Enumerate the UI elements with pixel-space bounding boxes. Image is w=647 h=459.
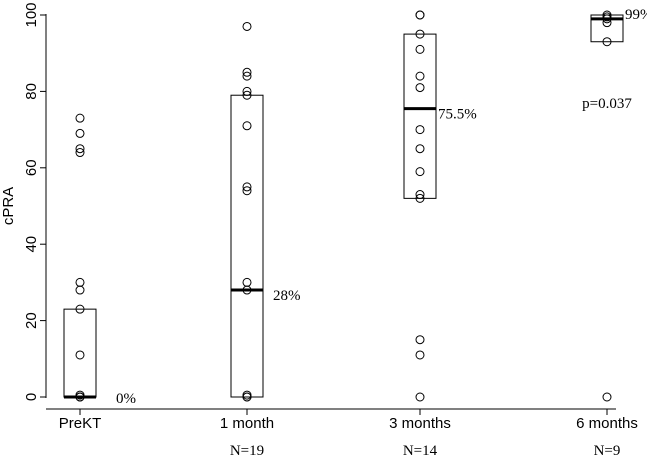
y-tick-label-40: 40 (23, 236, 40, 253)
median-label-prekt: 0% (116, 391, 136, 407)
y-tick-label-80: 80 (23, 83, 40, 100)
data-point-3-months-3 (415, 44, 425, 54)
data-point-3-months-1 (415, 10, 425, 20)
data-point-prekt-5 (75, 285, 85, 295)
y-tick-label-20: 20 (23, 312, 40, 329)
data-point-3-months-12 (415, 350, 425, 360)
data-point-prekt-4 (75, 277, 85, 287)
box-3-months (403, 33, 437, 199)
annotations: p=0.037 (582, 96, 632, 112)
data-point-3-months-6 (415, 125, 425, 135)
data-point-1-month-6 (242, 182, 252, 192)
n-label-6-months: N=9 (594, 443, 621, 459)
data-point-1-month-9 (242, 285, 252, 295)
box-1-month (230, 94, 264, 398)
data-point-6-months-4 (602, 37, 612, 47)
data-point-1-month-8 (242, 277, 252, 287)
median-label-6-months: 99% (625, 7, 647, 23)
data-point-1-month-5 (242, 121, 252, 131)
data-point-prekt-7 (75, 350, 85, 360)
x-tick-label-6-months: 6 months (576, 415, 638, 432)
data-point-1-month-4 (242, 90, 252, 100)
groups: 0% 28% 75.5% 99% (63, 7, 647, 407)
y-ticks: 0 20 40 60 80 100 (23, 2, 46, 401)
data-point-prekt-1 (75, 128, 85, 138)
data-point-6-months-5 (602, 392, 612, 402)
y-tick-label-0: 0 (23, 393, 40, 401)
data-point-3-months-4 (415, 71, 425, 81)
data-point-prekt-6 (75, 304, 85, 314)
x-tick-label-prekt: PreKT (59, 415, 102, 432)
data-point-1-month-2 (242, 71, 252, 81)
y-axis-label: cPRA (0, 187, 17, 225)
data-point-6-months-3 (602, 18, 612, 28)
data-point-3-months-7 (415, 144, 425, 154)
data-point-3-months-2 (415, 29, 425, 39)
data-point-1-month-1 (242, 67, 252, 77)
y-tick-label-100: 100 (23, 2, 40, 27)
data-point-3-months-9 (415, 190, 425, 200)
data-point-prekt-0 (75, 113, 85, 123)
group-3-months: 75.5% (403, 10, 477, 402)
data-point-1-month-10 (242, 390, 252, 400)
data-point-1-month-3 (242, 86, 252, 96)
group-6-months: 99% (590, 7, 647, 402)
data-point-3-months-5 (415, 83, 425, 93)
x-tick-label-3-months: 3 months (389, 415, 451, 432)
data-point-1-month-0 (242, 21, 252, 31)
group-prekt: 0% (63, 113, 136, 407)
data-point-3-months-8 (415, 167, 425, 177)
data-point-3-months-10 (415, 193, 425, 203)
data-point-prekt-3 (75, 148, 85, 158)
y-tick-label-60: 60 (23, 159, 40, 176)
data-point-6-months-2 (602, 14, 612, 24)
data-point-3-months-11 (415, 335, 425, 345)
box-prekt (63, 308, 97, 398)
x-ticks: PreKT 1 month N=19 3 months N=14 6 months N=9 (59, 409, 638, 459)
n-label-3-months: N=14 (403, 443, 438, 459)
data-point-prekt-2 (75, 144, 85, 154)
group-1-month: 28% (230, 21, 301, 402)
data-point-1-month-7 (242, 186, 252, 196)
median-label-3-months: 75.5% (438, 107, 477, 123)
n-label-1-month: N=19 (230, 443, 264, 459)
data-point-prekt-11 (75, 392, 85, 402)
x-tick-label-1-month: 1 month (220, 415, 274, 432)
data-point-1-month-12 (242, 392, 252, 402)
median-label-1-month: 28% (273, 288, 301, 304)
annotation-p-value: p=0.037 (582, 96, 632, 112)
data-point-3-months-13 (415, 392, 425, 402)
